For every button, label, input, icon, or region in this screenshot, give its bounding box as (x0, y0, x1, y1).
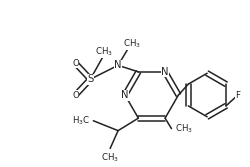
Text: S: S (87, 74, 94, 84)
Text: O: O (72, 91, 79, 100)
Text: N: N (114, 60, 122, 70)
Text: CH$_3$: CH$_3$ (123, 37, 141, 50)
Text: N: N (121, 90, 129, 100)
Text: O: O (72, 59, 79, 68)
Text: CH$_3$: CH$_3$ (95, 45, 113, 58)
Text: F: F (235, 91, 240, 100)
Text: H$_3$C: H$_3$C (72, 115, 90, 127)
Text: N: N (161, 67, 169, 77)
Text: CH$_3$: CH$_3$ (176, 122, 194, 135)
Text: CH$_3$: CH$_3$ (101, 151, 119, 164)
